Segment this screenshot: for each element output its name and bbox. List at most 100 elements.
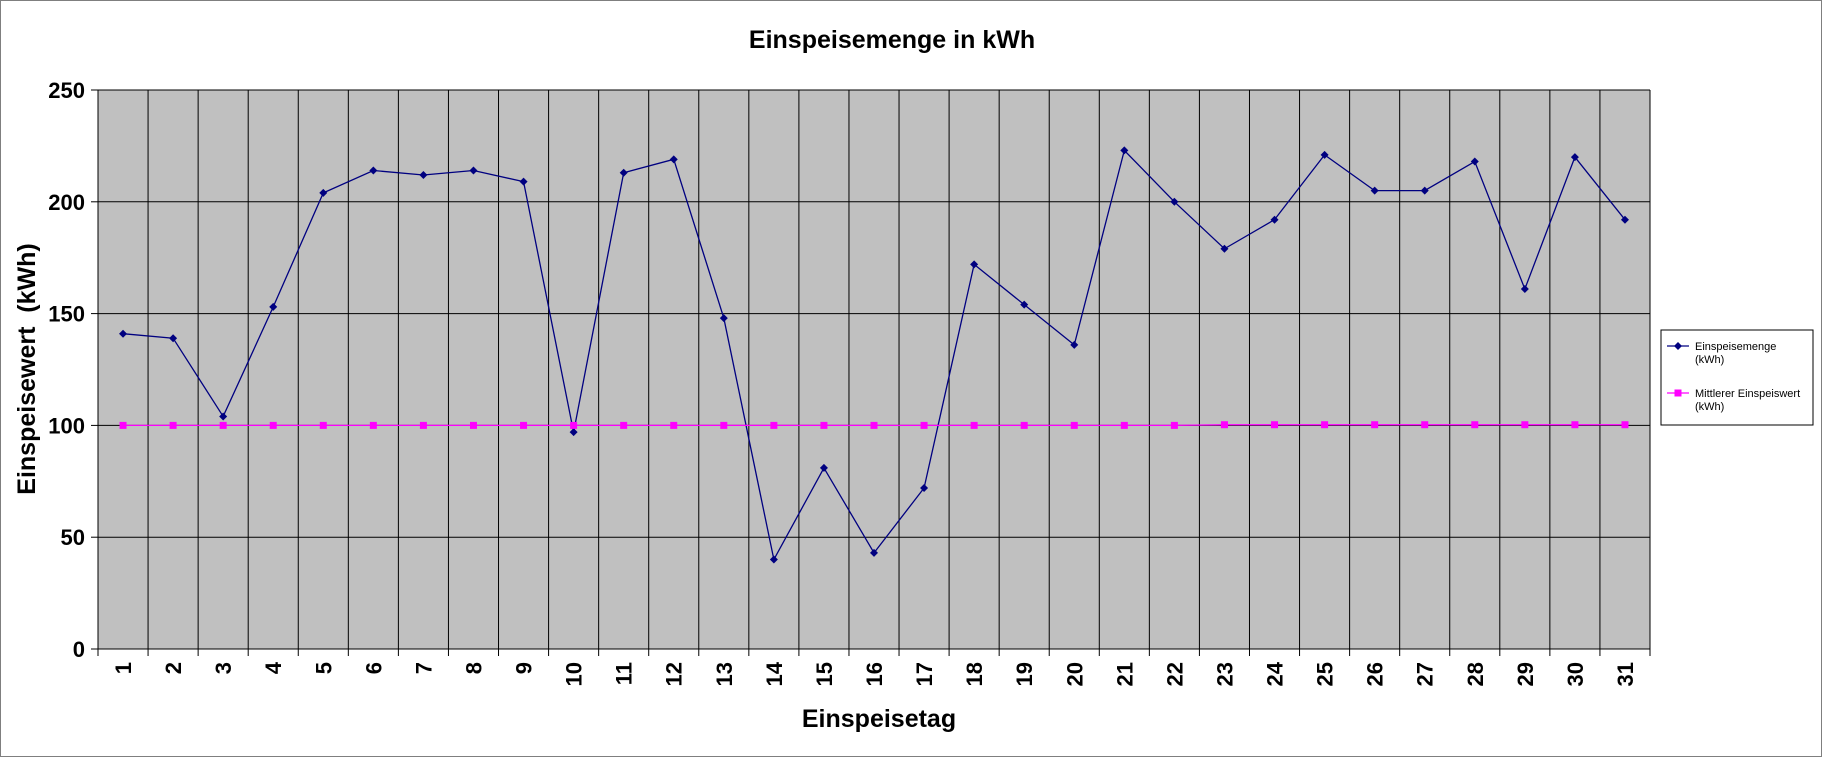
x-tick-label: 22 <box>1162 662 1187 686</box>
data-point <box>620 421 628 429</box>
data-point <box>269 421 277 429</box>
x-tick-label: 15 <box>812 662 837 686</box>
data-point <box>769 555 778 564</box>
gridlines <box>98 89 1651 649</box>
data-point <box>1420 186 1429 195</box>
data-point <box>369 421 377 429</box>
data-point <box>1371 421 1379 429</box>
legend-item-1: Einspeisemenge (kWh) <box>1667 341 1776 366</box>
data-point <box>419 421 427 429</box>
legend-items: Einspeisemenge (kWh) Mittlerer Einspeiswer… <box>1667 341 1800 413</box>
axes <box>91 89 1651 656</box>
x-tick-label: 5 <box>311 662 336 674</box>
data-point <box>119 421 127 429</box>
legend-marker <box>1674 342 1682 350</box>
x-tick-label: 23 <box>1212 662 1237 686</box>
x-tick-label: 25 <box>1313 662 1338 686</box>
x-tick-label: 13 <box>712 662 737 686</box>
data-point <box>920 421 928 429</box>
x-tick-label: 18 <box>962 662 987 686</box>
data-point <box>1170 421 1178 429</box>
x-tick-label: 14 <box>762 661 787 686</box>
data-point <box>1120 421 1128 429</box>
y-tick-label: 50 <box>61 525 85 550</box>
data-point <box>119 329 128 338</box>
x-tick-label: 16 <box>862 662 887 686</box>
x-tick-label: 21 <box>1112 662 1137 686</box>
data-point <box>1570 153 1579 162</box>
data-point <box>720 421 728 429</box>
x-tick-label: 30 <box>1563 662 1588 686</box>
x-tick-label: 31 <box>1613 662 1638 686</box>
data-point <box>520 421 528 429</box>
x-tick-label: 20 <box>1062 662 1087 686</box>
data-point <box>169 334 178 343</box>
legend-label: Einspeisemenge (kWh) <box>1695 341 1776 366</box>
data-point <box>269 302 278 311</box>
y-tick-label: 150 <box>48 302 85 327</box>
x-tick-label: 4 <box>261 661 286 674</box>
data-point <box>870 421 878 429</box>
legend: Einspeisemenge (kWh) Mittlerer Einspeiswer… <box>1660 329 1814 426</box>
x-tick-label: 6 <box>361 662 386 674</box>
x-axis-ticks: 1 2 3 4 5 6 7 8 9 10 11 12 13 14 15 16 17 18 19 20 21 22 23 24 2… <box>111 661 1638 686</box>
plot-area <box>98 90 1650 649</box>
data-point <box>1020 300 1029 309</box>
y-tick-label: 100 <box>48 413 85 438</box>
data-point <box>1571 421 1579 429</box>
legend-label: Mittlerer Einspeiswert (kWh) <box>1695 388 1800 413</box>
data-point <box>1520 285 1529 294</box>
y-axis-title: Einspeisewert (kWh) <box>13 243 41 494</box>
data-point <box>669 155 678 164</box>
series-2 <box>119 421 1629 429</box>
data-point <box>1370 186 1379 195</box>
data-point <box>1220 421 1228 429</box>
data-point <box>820 421 828 429</box>
data-point <box>569 428 578 437</box>
data-point <box>1421 421 1429 429</box>
y-tick-label: 0 <box>73 637 85 662</box>
data-point <box>1471 421 1479 429</box>
legend-marker <box>1674 389 1682 397</box>
x-tick-label: 10 <box>562 662 587 686</box>
data-point <box>1170 197 1179 206</box>
series-1 <box>119 146 1629 564</box>
data-point <box>519 177 528 186</box>
x-tick-label: 3 <box>211 662 236 674</box>
x-tick-label: 29 <box>1513 662 1538 686</box>
data-point <box>219 412 228 421</box>
data-point <box>970 421 978 429</box>
data-point <box>570 421 578 429</box>
data-point <box>1620 215 1629 224</box>
legend-item-2: Mittlerer Einspeiswert (kWh) <box>1667 388 1800 413</box>
x-tick-label: 8 <box>461 662 486 674</box>
data-point <box>419 170 428 179</box>
x-tick-label: 11 <box>612 662 637 685</box>
x-tick-label: 26 <box>1363 662 1388 686</box>
x-tick-label: 7 <box>411 662 436 674</box>
x-tick-label: 9 <box>512 662 537 674</box>
y-tick-label: 200 <box>48 190 85 215</box>
x-tick-label: 1 <box>111 662 136 674</box>
data-point <box>1070 421 1078 429</box>
x-tick-label: 19 <box>1012 662 1037 686</box>
data-point <box>870 548 878 557</box>
data-point <box>469 166 478 175</box>
x-tick-label: 24 <box>1263 661 1288 686</box>
data-point <box>1220 244 1229 253</box>
x-axis-title: Einspeisetag <box>802 705 956 733</box>
data-point <box>970 260 979 269</box>
data-point <box>1621 421 1629 429</box>
x-tick-label: 12 <box>662 662 687 686</box>
chart-title: Einspeisemenge in kWh <box>749 26 1035 54</box>
y-axis-ticks: 0 50 100 150 200 250 <box>48 78 85 662</box>
data-point <box>1120 146 1129 155</box>
y-tick-label: 250 <box>48 78 85 103</box>
data-point <box>1020 421 1028 429</box>
x-tick-label: 2 <box>161 662 186 674</box>
data-point <box>1521 421 1529 429</box>
data-point <box>719 314 728 323</box>
data-point <box>1321 421 1329 429</box>
